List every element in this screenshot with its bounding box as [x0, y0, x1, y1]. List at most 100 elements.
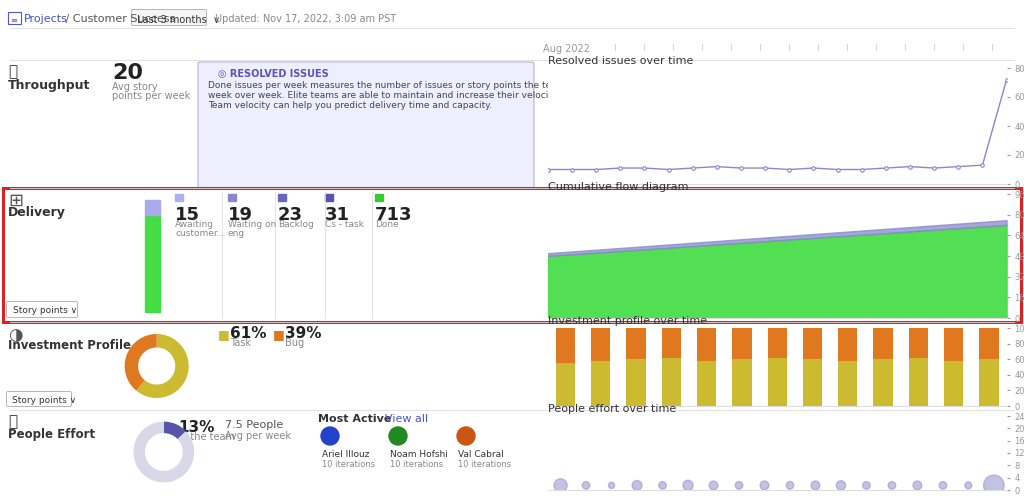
Text: Updated: Nov 17, 2022, 3:09 am PST: Updated: Nov 17, 2022, 3:09 am PST [215, 14, 396, 24]
Bar [375, 194, 383, 201]
Point [552, 482, 568, 490]
Bar [803, 328, 822, 359]
Bar [556, 328, 575, 363]
Point [706, 482, 722, 490]
Bar [627, 328, 646, 359]
Text: 31: 31 [325, 206, 350, 224]
Wedge shape [136, 334, 188, 398]
Circle shape [389, 427, 407, 445]
Bar [556, 363, 575, 406]
Bar [838, 328, 857, 361]
Text: 15: 15 [175, 206, 200, 224]
Bar [944, 361, 964, 406]
Bar [838, 361, 857, 406]
Text: Last 3 months  ∨: Last 3 months ∨ [137, 15, 220, 25]
Text: ⊞: ⊞ [8, 192, 24, 210]
Point [935, 482, 951, 490]
Bar [591, 328, 610, 361]
Bar [278, 194, 286, 201]
Bar [768, 358, 786, 406]
FancyBboxPatch shape [131, 9, 207, 25]
Text: Bug: Bug [285, 338, 304, 348]
Text: Delivery: Delivery [8, 206, 66, 219]
Bar [325, 194, 333, 201]
Text: 39%: 39% [285, 326, 322, 341]
Text: week over week. Elite teams are able to maintain and increase their velocity ove: week over week. Elite teams are able to … [208, 91, 607, 100]
Bar [979, 328, 998, 359]
Point [578, 482, 594, 490]
FancyBboxPatch shape [6, 302, 78, 317]
Bar [732, 359, 752, 406]
Text: customer...: customer... [175, 229, 225, 238]
Point [807, 482, 823, 490]
Text: 19: 19 [228, 206, 253, 224]
Text: ■: ■ [273, 328, 285, 341]
Point [680, 482, 696, 490]
Text: Investment profile over time: Investment profile over time [548, 316, 707, 326]
Text: Aug 2022: Aug 2022 [543, 44, 590, 54]
Text: 23: 23 [278, 206, 303, 224]
Text: Val Cabral: Val Cabral [458, 450, 504, 459]
Point [833, 482, 849, 490]
Point [884, 482, 900, 490]
Text: Most Active: Most Active [318, 414, 391, 424]
Point [629, 482, 645, 490]
Text: View all: View all [385, 414, 428, 424]
Bar [944, 328, 964, 361]
Point [858, 482, 874, 490]
Text: People Effort: People Effort [8, 428, 95, 441]
Text: Ariel Illouz: Ariel Illouz [322, 450, 370, 459]
Wedge shape [164, 422, 186, 439]
Text: points per week: points per week [112, 91, 190, 101]
Text: Story points ∨: Story points ∨ [13, 306, 77, 315]
Text: Story points ∨: Story points ∨ [12, 396, 76, 405]
Bar [732, 328, 752, 359]
FancyBboxPatch shape [198, 62, 534, 188]
Bar [697, 328, 717, 361]
Bar [662, 328, 681, 358]
Text: Waiting on: Waiting on [228, 220, 276, 229]
Wedge shape [125, 334, 157, 391]
Point [781, 482, 798, 490]
Bar [591, 361, 610, 406]
Text: 13%: 13% [178, 420, 214, 435]
Text: Cumulative flow diagram: Cumulative flow diagram [548, 182, 688, 192]
Bar [145, 215, 160, 312]
Point [654, 482, 671, 490]
Point [731, 482, 748, 490]
Text: Avg story: Avg story [112, 82, 158, 92]
Text: 👤: 👤 [8, 414, 17, 429]
Bar [175, 194, 183, 201]
Text: ◎ RESOLVED ISSUES: ◎ RESOLVED ISSUES [218, 69, 329, 79]
Circle shape [321, 427, 339, 445]
Bar [803, 359, 822, 406]
Text: ◑: ◑ [8, 326, 23, 344]
Text: Done issues per week measures the number of issues or story points the team deli: Done issues per week measures the number… [208, 81, 604, 90]
Text: 10 iterations: 10 iterations [322, 460, 375, 469]
Text: Noam Hofshi: Noam Hofshi [390, 450, 447, 459]
Text: People effort over time: People effort over time [548, 404, 676, 414]
FancyBboxPatch shape [6, 391, 72, 407]
Text: 🚚: 🚚 [8, 64, 17, 79]
Text: Avg per week: Avg per week [225, 431, 291, 441]
Text: Projects: Projects [24, 14, 68, 24]
Text: / Customer Success: / Customer Success [62, 14, 175, 24]
Bar [873, 328, 893, 359]
Text: 713: 713 [375, 206, 413, 224]
Text: of the team: of the team [178, 432, 234, 442]
Point [961, 482, 977, 490]
FancyBboxPatch shape [7, 11, 20, 23]
Point [757, 482, 773, 490]
Text: Investment Profile: Investment Profile [8, 339, 131, 352]
Bar [662, 358, 681, 406]
Bar [627, 359, 646, 406]
Point [909, 482, 926, 490]
Text: Done: Done [375, 220, 398, 229]
Bar [979, 359, 998, 406]
Text: Throughput: Throughput [8, 79, 90, 92]
Text: Awaiting: Awaiting [175, 220, 214, 229]
Circle shape [457, 427, 475, 445]
Text: eng: eng [228, 229, 245, 238]
Bar [908, 328, 928, 358]
Text: Resolved issues over time: Resolved issues over time [548, 56, 693, 66]
